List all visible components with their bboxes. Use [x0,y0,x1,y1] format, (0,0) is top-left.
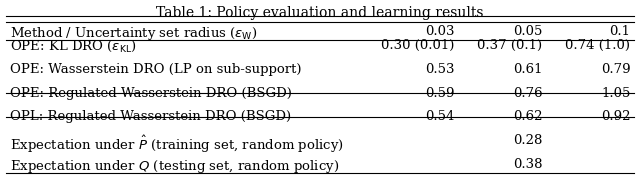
Text: 0.79: 0.79 [601,63,630,76]
Text: 0.59: 0.59 [426,87,455,100]
Text: 0.74 (1.0): 0.74 (1.0) [565,39,630,52]
Text: 0.30 (0.01): 0.30 (0.01) [381,39,455,52]
Text: 0.76: 0.76 [513,87,543,100]
Text: 0.1: 0.1 [609,25,630,38]
Text: 0.61: 0.61 [513,63,543,76]
Text: Method / Uncertainty set radius ($\epsilon_{\mathrm{W}}$): Method / Uncertainty set radius ($\epsil… [10,25,257,42]
Text: 0.05: 0.05 [513,25,543,38]
Text: 0.03: 0.03 [426,25,455,38]
Text: 0.62: 0.62 [513,110,543,123]
Text: 1.05: 1.05 [601,87,630,100]
Text: OPL: Regulated Wasserstein DRO (BSGD): OPL: Regulated Wasserstein DRO (BSGD) [10,110,291,123]
Text: Table 1: Policy evaluation and learning results: Table 1: Policy evaluation and learning … [156,6,484,20]
Text: OPE: Regulated Wasserstein DRO (BSGD): OPE: Regulated Wasserstein DRO (BSGD) [10,87,291,100]
Text: 0.54: 0.54 [426,110,455,123]
Text: OPE: KL DRO ($\epsilon_{\mathrm{KL}}$): OPE: KL DRO ($\epsilon_{\mathrm{KL}}$) [10,39,136,54]
Text: OPE: Wasserstein DRO (LP on sub-support): OPE: Wasserstein DRO (LP on sub-support) [10,63,301,76]
Text: Expectation under $\hat{P}$ (training set, random policy): Expectation under $\hat{P}$ (training se… [10,134,344,155]
Text: Expectation under $Q$ (testing set, random policy): Expectation under $Q$ (testing set, rand… [10,158,339,175]
Text: 0.53: 0.53 [426,63,455,76]
Text: 0.28: 0.28 [513,134,543,147]
Text: 0.37 (0.1): 0.37 (0.1) [477,39,543,52]
Text: 0.38: 0.38 [513,158,543,171]
Text: 0.92: 0.92 [601,110,630,123]
